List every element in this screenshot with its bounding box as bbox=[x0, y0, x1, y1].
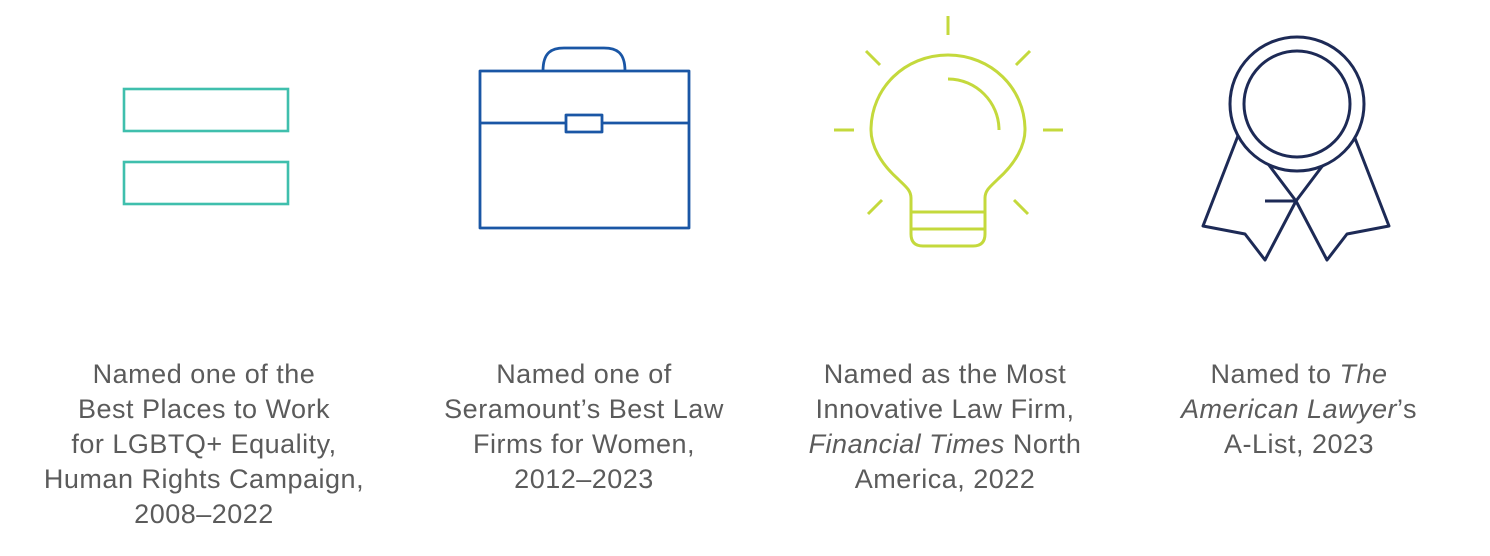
caption-line: America, 2022 bbox=[854, 464, 1036, 494]
caption-line: American Lawyer’s bbox=[1113, 392, 1485, 427]
equality-icon bbox=[122, 87, 290, 206]
caption-line: A-List, 2023 bbox=[1223, 429, 1375, 459]
caption-text: Named to bbox=[1210, 359, 1340, 389]
award-caption: Named as the Most Innovative Law Firm, F… bbox=[759, 357, 1131, 497]
award-card-alist: Named to The American Lawyer’s A-List, 2… bbox=[1113, 0, 1485, 556]
caption-text: North bbox=[1004, 429, 1082, 459]
caption-text: ’s bbox=[1397, 394, 1418, 424]
award-card-equality: Named one of the Best Places to Work for… bbox=[18, 0, 390, 556]
award-card-innovative: Named as the Most Innovative Law Firm, F… bbox=[759, 0, 1131, 556]
award-caption: Named to The American Lawyer’s A-List, 2… bbox=[1113, 357, 1485, 462]
caption-line: Best Places to Work bbox=[77, 394, 331, 424]
publication-title: American Lawyer bbox=[1180, 394, 1398, 424]
caption-line: Named one of bbox=[496, 359, 672, 389]
caption-line: for LGBTQ+ Equality, bbox=[71, 429, 337, 459]
award-ribbon-icon bbox=[1201, 35, 1391, 262]
caption-line: Named to The bbox=[1113, 357, 1485, 392]
award-card-women: Named one of Seramount’s Best Law Firms … bbox=[398, 0, 770, 556]
caption-line: 2012–2023 bbox=[514, 464, 654, 494]
award-caption: Named one of the Best Places to Work for… bbox=[18, 357, 390, 532]
briefcase-icon bbox=[478, 46, 691, 230]
caption-line: Financial Times North bbox=[759, 427, 1131, 462]
publication-title: The bbox=[1339, 359, 1388, 389]
award-caption: Named one of Seramount’s Best Law Firms … bbox=[398, 357, 770, 497]
caption-line: Seramount’s Best Law bbox=[444, 394, 724, 424]
caption-line: Named one of the bbox=[92, 359, 316, 389]
caption-line: Firms for Women, bbox=[472, 429, 696, 459]
caption-line: 2008–2022 bbox=[134, 499, 274, 529]
lightbulb-icon bbox=[834, 16, 1063, 248]
publication-title: Financial Times bbox=[808, 429, 1005, 459]
caption-line: Human Rights Campaign, bbox=[43, 464, 365, 494]
caption-line: Named as the Most bbox=[823, 359, 1067, 389]
caption-line: Innovative Law Firm, bbox=[815, 394, 1075, 424]
